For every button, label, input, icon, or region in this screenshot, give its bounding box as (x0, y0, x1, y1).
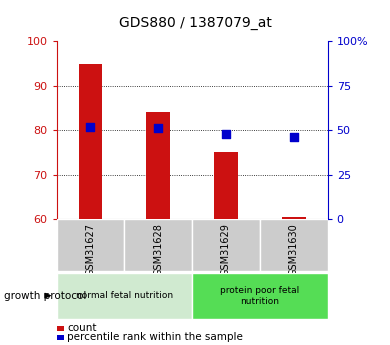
Text: protein poor fetal
nutrition: protein poor fetal nutrition (220, 286, 300, 306)
Bar (192, 273, 328, 319)
Point (223, 131, 229, 137)
Text: normal fetal nutrition: normal fetal nutrition (76, 291, 173, 300)
Bar (260, 219, 328, 271)
Bar (124, 219, 192, 271)
Bar (146, 112, 170, 219)
Text: percentile rank within the sample: percentile rank within the sample (67, 333, 243, 342)
Bar (282, 217, 306, 219)
Point (155, 126, 161, 131)
Text: GSM31627: GSM31627 (85, 223, 96, 276)
Text: growth protocol: growth protocol (4, 291, 86, 300)
Text: GDS880 / 1387079_at: GDS880 / 1387079_at (119, 16, 271, 30)
Text: GSM31628: GSM31628 (153, 223, 163, 276)
Bar (57, 219, 124, 271)
Text: count: count (67, 324, 97, 333)
Bar (214, 152, 238, 219)
Bar (192, 219, 260, 271)
Bar (57, 273, 192, 319)
Bar (78, 63, 102, 219)
Text: GSM31630: GSM31630 (289, 223, 299, 276)
Point (291, 135, 297, 140)
Point (87, 124, 94, 129)
Text: GSM31629: GSM31629 (221, 223, 231, 276)
